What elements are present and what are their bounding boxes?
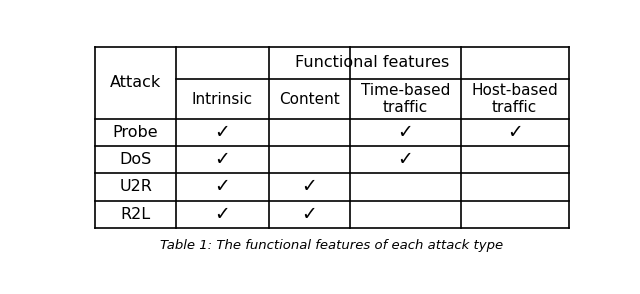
Text: ✓: ✓ <box>301 178 317 196</box>
Text: ✓: ✓ <box>397 150 413 169</box>
Text: ✓: ✓ <box>214 178 230 196</box>
Text: Intrinsic: Intrinsic <box>192 92 253 107</box>
Text: Host-based
traffic: Host-based traffic <box>471 83 558 115</box>
Text: Content: Content <box>279 92 340 107</box>
Text: Table 1: The functional features of each attack type: Table 1: The functional features of each… <box>160 239 503 252</box>
Text: Time-based
traffic: Time-based traffic <box>361 83 450 115</box>
Text: ✓: ✓ <box>214 150 230 169</box>
Text: DoS: DoS <box>120 152 152 167</box>
Text: ✓: ✓ <box>301 205 317 224</box>
Text: ✓: ✓ <box>507 123 522 142</box>
Text: Probe: Probe <box>113 125 159 140</box>
Text: U2R: U2R <box>119 179 152 194</box>
Text: Attack: Attack <box>110 75 161 90</box>
Text: ✓: ✓ <box>397 123 413 142</box>
Text: R2L: R2L <box>120 207 151 222</box>
Text: Functional features: Functional features <box>296 55 450 70</box>
Text: ✓: ✓ <box>214 205 230 224</box>
Text: ✓: ✓ <box>214 123 230 142</box>
